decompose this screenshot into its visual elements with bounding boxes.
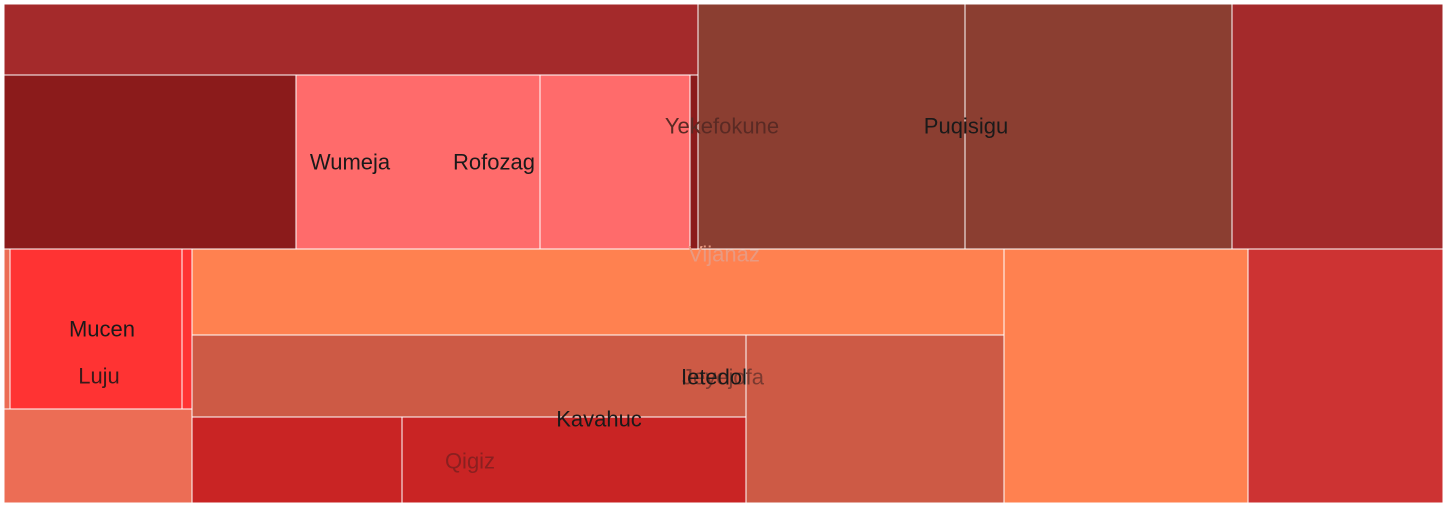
treemap-label-vijanaz: Vijanaz: [688, 242, 760, 267]
treemap-cell-c16: [401, 416, 747, 504]
treemap-sliver-1: [3, 248, 11, 410]
treemap-cell-c11: [191, 334, 747, 418]
treemap-label-wumeja: Wumeja: [310, 150, 391, 175]
treemap-cell-c7: [1231, 3, 1444, 250]
treemap-cell-c1: [3, 3, 699, 76]
treemap-label-puqisigu: Puqisigu: [924, 114, 1008, 139]
treemap-cell-c2: [3, 74, 297, 250]
treemap-cell-c13: [1003, 248, 1249, 504]
treemap-label-yekefokune: Yekefokune: [665, 114, 779, 139]
treemap-cell-c8: [9, 248, 183, 410]
treemap-label-luju: Luju: [78, 364, 120, 389]
treemap-sliver-3: [689, 74, 699, 250]
treemap-cell-c15: [191, 416, 403, 504]
treemap-cell-c4: [539, 74, 699, 250]
treemap-label-jeyejofa: Jeyejofa: [682, 365, 765, 390]
treemap-cell-c6: [964, 3, 1233, 250]
treemap-cell-c12: [745, 334, 1005, 504]
treemap-cell-c14: [1247, 248, 1444, 504]
treemap-label-kavahuc: Kavahuc: [556, 407, 642, 432]
treemap-label-qigiz: Qigiz: [445, 449, 495, 474]
treemap-sliver-2: [181, 248, 193, 410]
treemap-cell-c3: [295, 74, 541, 250]
treemap-cell-c5: [697, 3, 966, 250]
treemap-label-ietedol: Ietedol: [681, 365, 747, 390]
treemap-label-mucen: Mucen: [69, 317, 135, 342]
treemap-label-rofozag: Rofozag: [453, 150, 535, 175]
treemap-cell-c9: [3, 408, 193, 504]
treemap-cell-c10: [191, 248, 1005, 336]
